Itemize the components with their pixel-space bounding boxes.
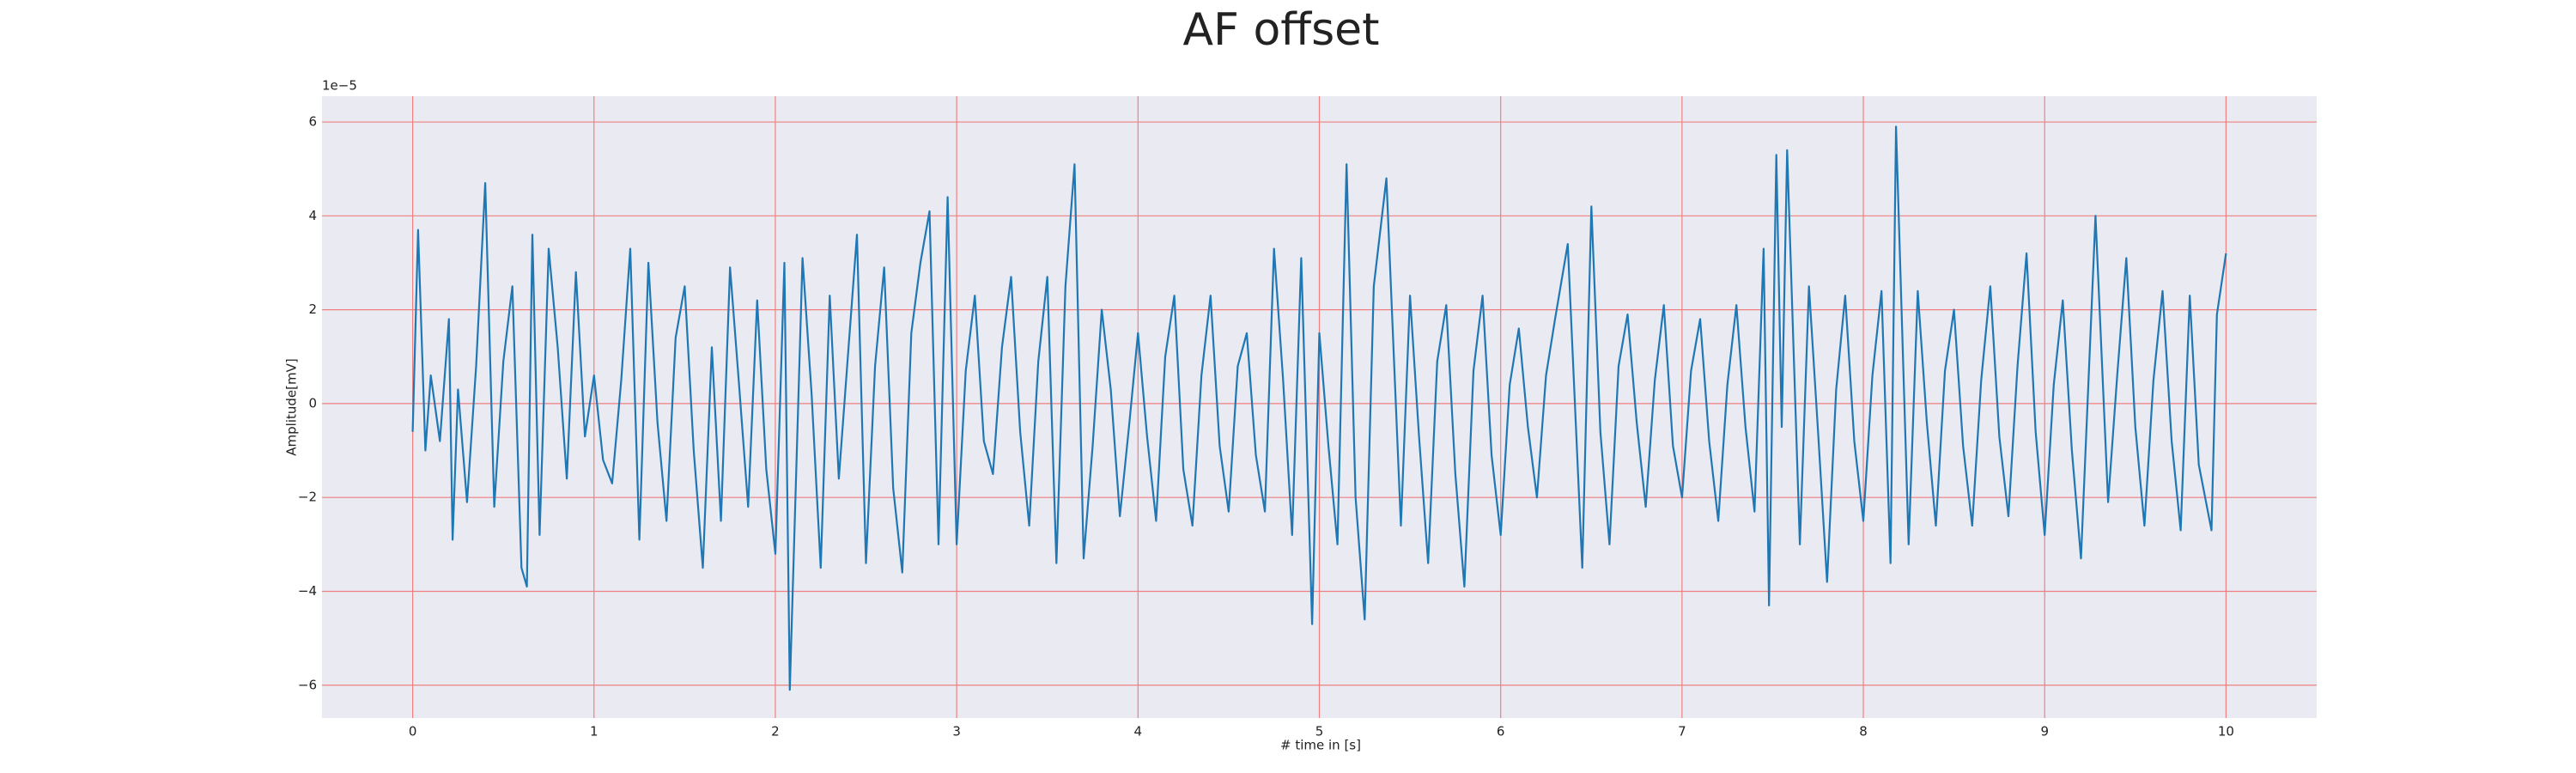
x-tick-label: 6 bbox=[1497, 724, 1505, 740]
y-tick-label: −4 bbox=[298, 583, 317, 599]
offset-text: 1e−5 bbox=[322, 78, 357, 94]
y-axis-label: Amplitude[mV] bbox=[284, 358, 300, 455]
y-tick-label: −6 bbox=[298, 677, 317, 692]
y-tick-label: 4 bbox=[308, 208, 317, 223]
x-tick-label: 4 bbox=[1134, 724, 1143, 740]
x-tick-label: 8 bbox=[1859, 724, 1868, 740]
x-tick-label: 10 bbox=[2218, 724, 2234, 740]
x-tick-label: 3 bbox=[952, 724, 961, 740]
y-tick-label: 6 bbox=[308, 114, 317, 130]
x-axis-label: # time in [s] bbox=[1280, 738, 1361, 753]
x-tick-label: 1 bbox=[590, 724, 598, 740]
x-tick-label: 5 bbox=[1315, 724, 1324, 740]
x-tick-label: 7 bbox=[1678, 724, 1686, 740]
data-line bbox=[411, 125, 2227, 691]
x-tick-label: 9 bbox=[2040, 724, 2049, 740]
y-tick-label: 2 bbox=[308, 301, 317, 317]
y-tick-label: −2 bbox=[298, 490, 317, 505]
chart-title: AF offset bbox=[1182, 4, 1379, 56]
y-tick-label: 0 bbox=[308, 395, 317, 411]
x-tick-label: 0 bbox=[409, 724, 417, 740]
x-tick-label: 2 bbox=[771, 724, 780, 740]
